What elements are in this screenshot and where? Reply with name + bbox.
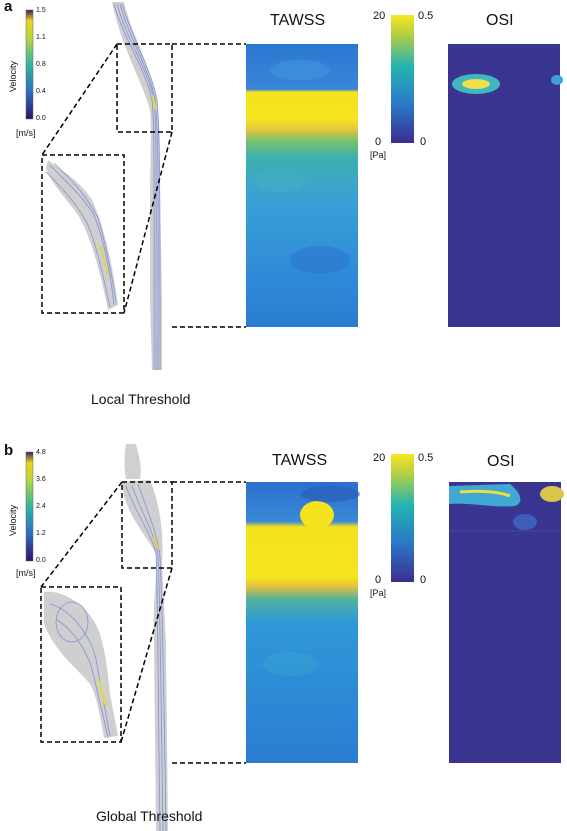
osi-title: OSI <box>487 453 515 470</box>
velocity-colorbar <box>25 9 34 120</box>
osi-max-label: 0.5 <box>418 452 434 464</box>
velocity-tick: 1.5 <box>36 7 46 14</box>
velocity-unit: [m/s] <box>16 568 36 578</box>
osi-map <box>449 482 561 763</box>
vessel-model <box>122 444 168 831</box>
osi-max-label: 0.5 <box>418 10 434 22</box>
panel-letter: b <box>4 442 14 459</box>
osi-title: OSI <box>486 12 514 29</box>
velocity-tick: 0.0 <box>36 557 46 564</box>
vessel-model <box>112 2 162 371</box>
velocity-tick: 1.2 <box>36 530 46 537</box>
velocity-tick: 0.4 <box>36 88 46 95</box>
velocity-tick: 0.0 <box>36 115 46 122</box>
panel-b-graphics <box>25 444 564 831</box>
tawss-max-label: 20 <box>373 452 386 464</box>
tawss-map <box>246 482 358 763</box>
tawss-osi-colorbar <box>391 15 414 143</box>
inset-vessel <box>44 591 118 739</box>
zoom-region-box <box>121 481 173 569</box>
velocity-tick: 1.1 <box>36 34 46 41</box>
velocity-legend-title: Velocity <box>8 504 18 536</box>
panel-letter: a <box>4 0 13 15</box>
panel-caption: Global Threshold <box>96 808 203 824</box>
velocity-tick: 4.8 <box>36 449 46 456</box>
tawss-title: TAWSS <box>272 452 328 469</box>
inset-box <box>40 586 122 743</box>
osi-min-label: 0 <box>420 136 427 148</box>
tawss-min-label: 0 <box>375 136 382 148</box>
velocity-tick: 0.8 <box>36 61 46 68</box>
tawss-osi-colorbar <box>391 454 414 582</box>
velocity-unit: [m/s] <box>16 128 36 138</box>
panel-b: b <box>0 442 567 831</box>
tawss-unit: [Pa] <box>370 588 387 598</box>
tawss-hotspot <box>300 501 334 529</box>
inset-vessel <box>45 160 118 310</box>
velocity-tick: 3.6 <box>36 476 46 483</box>
panel-a: a <box>0 0 567 415</box>
zoom-region-box <box>116 43 173 133</box>
osi-hotspot <box>449 484 521 507</box>
panel-a-graphics <box>25 2 563 371</box>
panel-caption: Local Threshold <box>91 391 191 407</box>
velocity-colorbar <box>25 451 34 562</box>
tawss-max-label: 20 <box>373 10 386 22</box>
tawss-unit: [Pa] <box>370 150 387 160</box>
velocity-legend-title: Velocity <box>8 60 18 92</box>
tawss-title: TAWSS <box>270 12 326 29</box>
inset-box <box>41 154 125 314</box>
velocity-tick: 2.4 <box>36 503 46 510</box>
tawss-min-label: 0 <box>375 574 382 586</box>
osi-min-label: 0 <box>420 574 427 586</box>
